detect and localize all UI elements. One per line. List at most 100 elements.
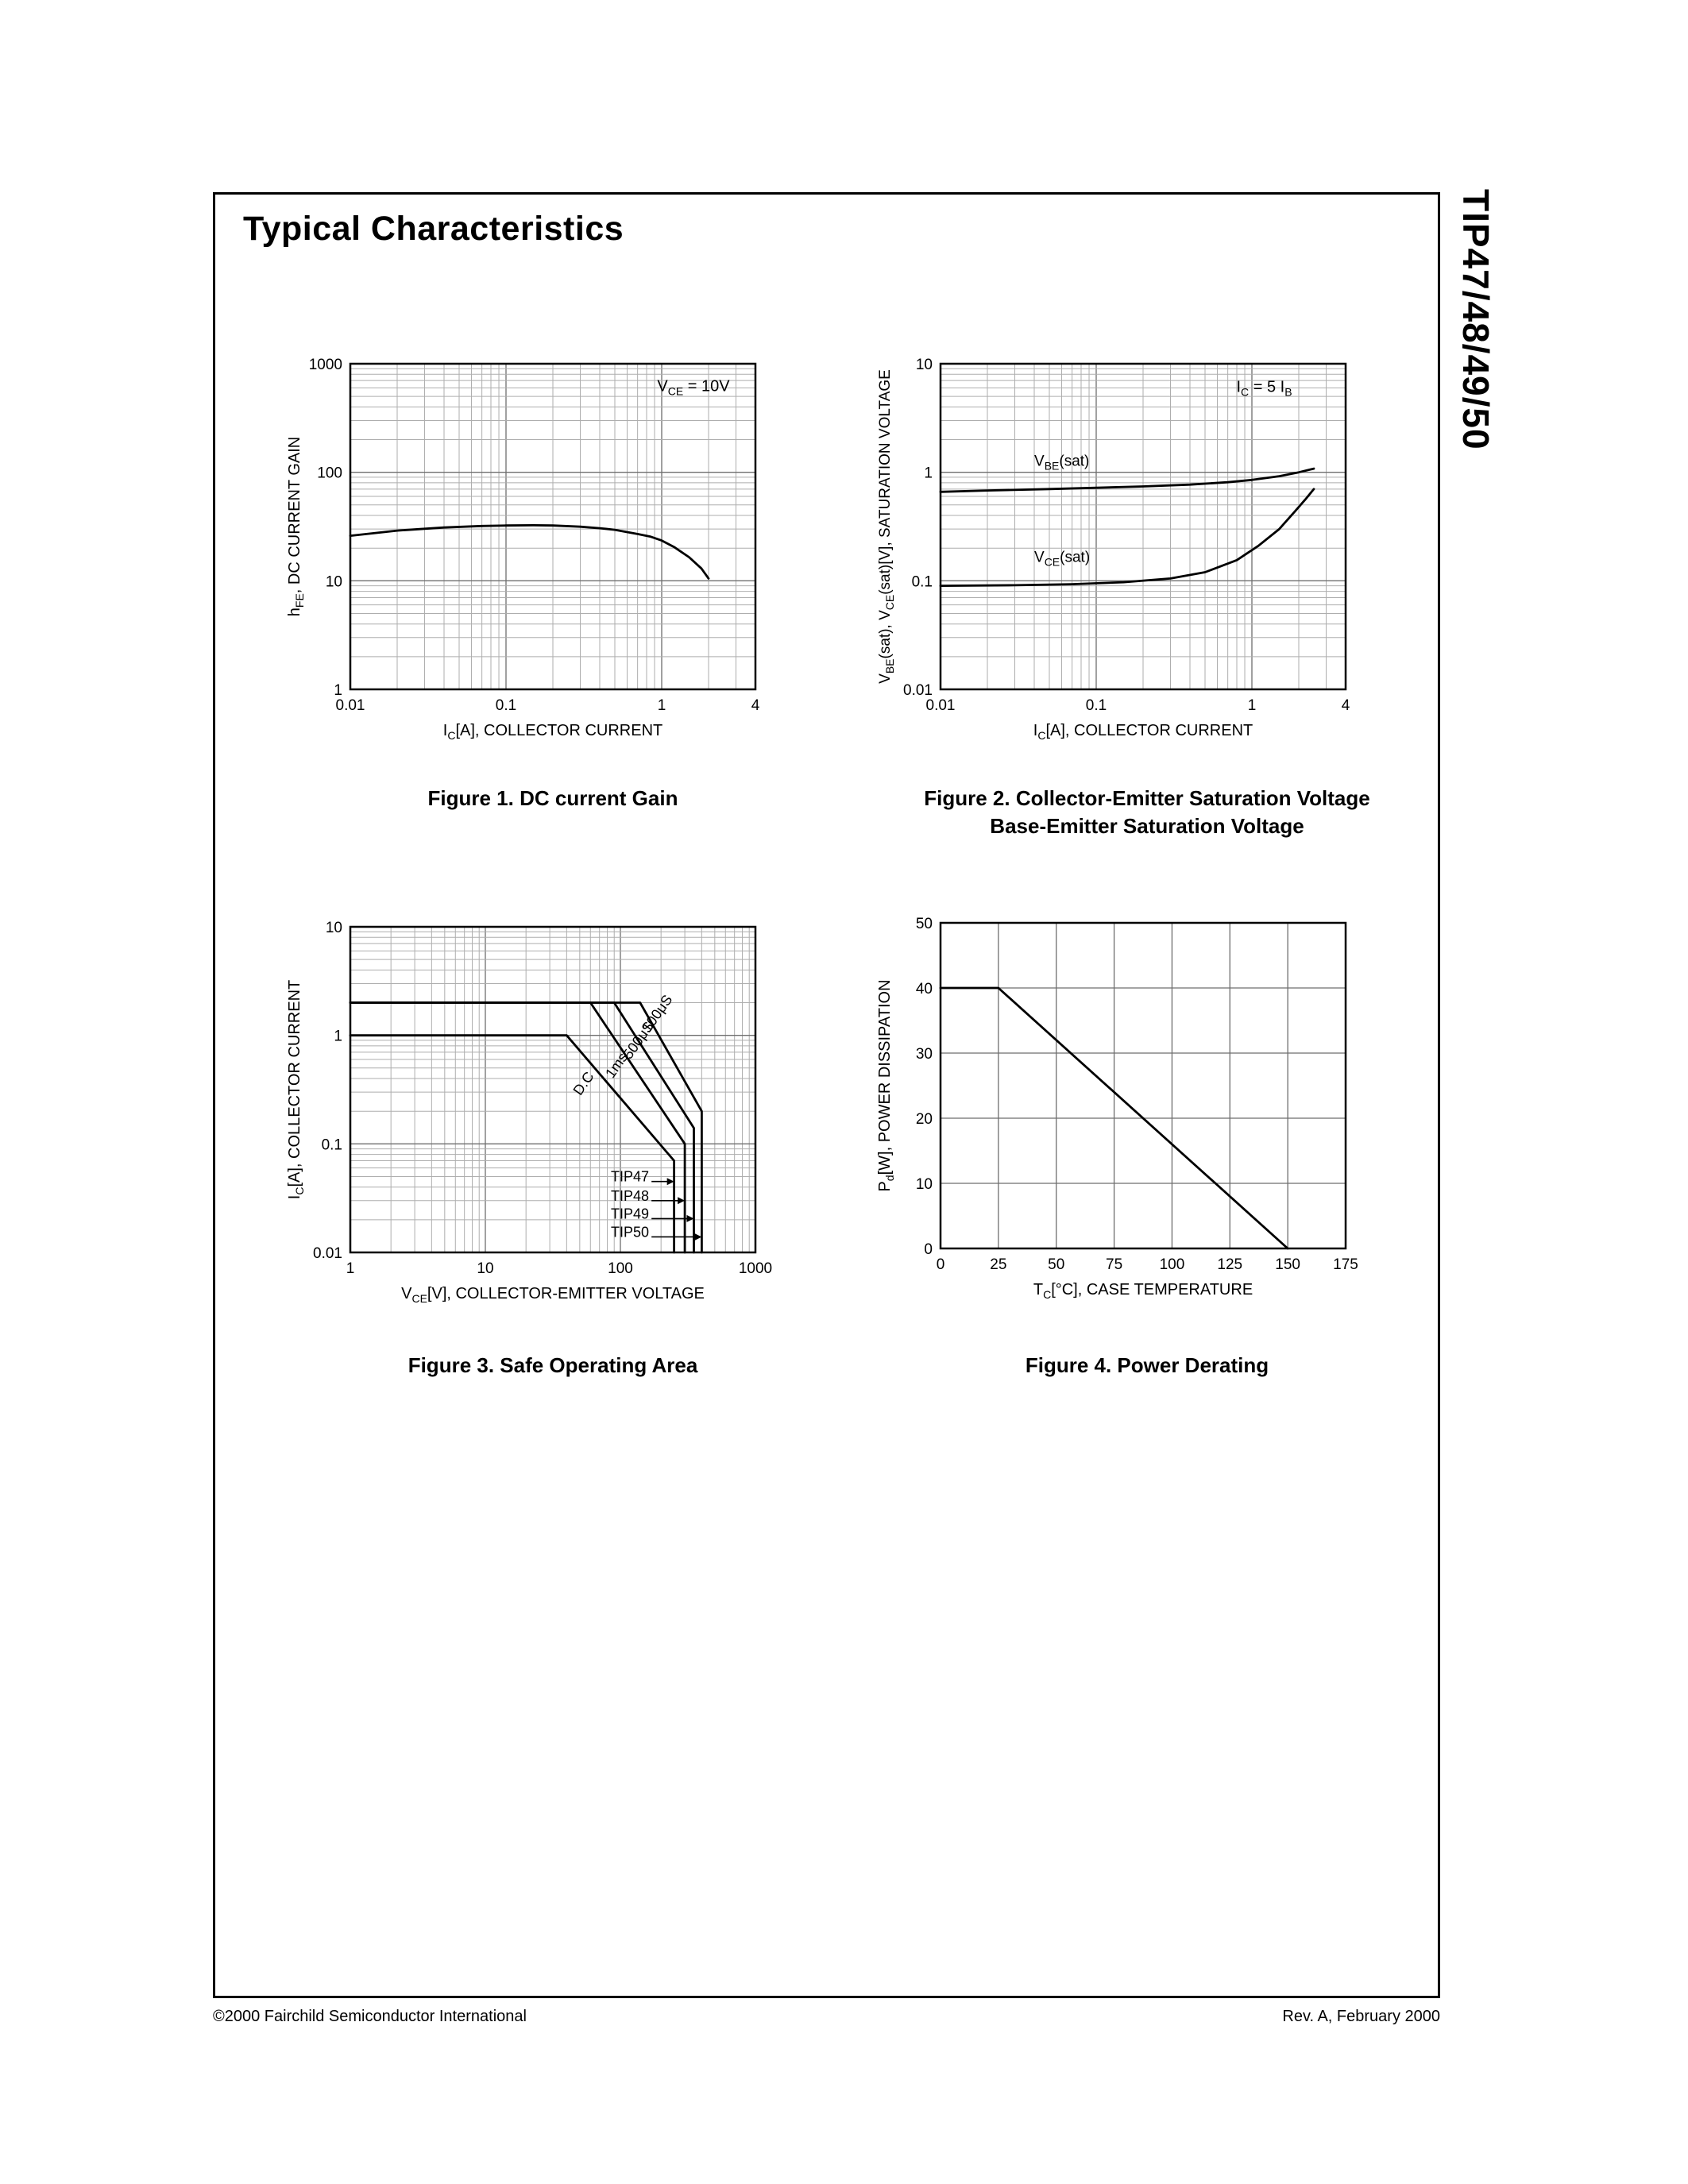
svg-text:10: 10 [916,357,933,373]
figure1-caption: Figure 1. DC current Gain [350,785,755,812]
svg-text:1: 1 [334,1028,342,1045]
caption-line: Figure 3. Safe Operating Area [408,1353,698,1377]
series-D.C [349,1034,675,1254]
series-hFE [349,523,710,580]
series-group [939,986,1289,1250]
grid [941,923,1346,1248]
caption-line: Figure 2. Collector-Emitter Saturation V… [924,786,1370,810]
svg-text:0.1: 0.1 [912,573,933,590]
svg-text:0.01: 0.01 [336,697,365,714]
figure3-caption: Figure 3. Safe Operating Area [350,1352,755,1379]
figure1: VCE = 10V 0.01 0.1 1 4 1 10 100 1000 IC[A], COLLE… [255,328,811,781]
plot-border [939,362,1347,691]
svg-text:1: 1 [658,697,666,714]
series-Pd derating [939,986,1289,1250]
caption-line: Base-Emitter Saturation Voltage [990,814,1304,838]
svg-text:0.1: 0.1 [496,697,516,714]
svg-text:20: 20 [916,1111,933,1128]
x-axis-label: IC[A], COLLECTOR CURRENT [443,722,662,742]
chart-annotation: IC = 5 IB [1236,378,1292,398]
series-1ms [349,1001,686,1254]
svg-text:10: 10 [477,1260,493,1277]
chart-annotation: TIP50 [611,1224,649,1240]
y-axis-label: IC[A], COLLECTOR CURRENT [286,980,306,1199]
svg-text:150: 150 [1275,1256,1300,1273]
svg-text:100: 100 [1160,1256,1185,1273]
axis-ticks: 0.01 0.1 1 4 1 10 100 1000 [309,357,760,714]
svg-text:1: 1 [1248,697,1257,714]
y-axis-label: hFE, DC CURRENT GAIN [286,437,306,616]
x-axis-label: TC[°C], CASE TEMPERATURE [1033,1281,1253,1301]
axis-ticks: 0 25 50 75 100 125 150 175 0 10 20 30 40 50 [916,916,1358,1273]
chart-annotation: TIP48 [611,1188,649,1204]
figure3: 100μS 500μS 1ms D.C TIP47 TIP48 TIP49 TIP50 1 10 1… [255,891,811,1344]
chart-annotation: D.C [570,1069,597,1098]
footer-copyright: ©2000 Fairchild Semiconductor Internatio… [213,2008,527,2025]
x-axis-label: IC[A], COLLECTOR CURRENT [1033,722,1253,742]
svg-text:10: 10 [916,1176,933,1193]
y-axis-label: VBE(sat), VCE(sat)[V], SATURATION VOLTAG… [877,369,896,684]
svg-text:10: 10 [326,573,342,590]
svg-text:10: 10 [326,920,342,936]
svg-text:0.01: 0.01 [313,1245,342,1262]
svg-text:1: 1 [346,1260,355,1277]
figure4-caption: Figure 4. Power Derating [917,1352,1377,1379]
svg-text:25: 25 [990,1256,1006,1273]
grid [350,364,755,689]
series-group [349,1001,703,1254]
footer-revision: Rev. A, February 2000 [1282,2008,1440,2025]
axis-ticks: 1 10 100 1000 0.01 0.1 1 10 [313,920,772,1277]
svg-text:0.01: 0.01 [926,697,956,714]
series-VCE(sat) [939,488,1315,588]
page-title: Typical Characteristics [243,210,624,248]
svg-text:1000: 1000 [739,1260,772,1277]
figure2: IC = 5 IB VBE(sat) VCE(sat) 0.01 0.1 1 4 0.01 0.… [845,328,1401,781]
y-axis-label: Pd[W], POWER DISSIPATION [876,979,896,1191]
plot-border [349,925,757,1254]
svg-text:100: 100 [608,1260,633,1277]
svg-text:1: 1 [924,465,933,482]
figure2-caption: Figure 2. Collector-Emitter Saturation V… [917,785,1377,840]
svg-text:100: 100 [317,465,342,482]
plot-border [349,362,757,691]
chart-annotation: VCE(sat) [1034,549,1090,568]
svg-text:30: 30 [916,1046,933,1063]
svg-text:125: 125 [1217,1256,1242,1273]
series-VBE(sat) [939,467,1315,493]
svg-text:0.1: 0.1 [1086,697,1107,714]
svg-text:0: 0 [937,1256,945,1273]
chart-annotation: VBE(sat) [1034,453,1089,472]
plot-border [939,921,1347,1250]
x-axis-label: VCE[V], COLLECTOR-EMITTER VOLTAGE [401,1285,705,1305]
chart-annotation: VCE = 10V [657,377,730,397]
svg-text:4: 4 [1342,697,1350,714]
chart-labels: VCE = 10V [657,377,730,397]
svg-text:4: 4 [751,697,760,714]
chart-labels: IC = 5 IB VBE(sat) VCE(sat) [1034,378,1292,568]
chart-annotation: TIP49 [611,1206,649,1221]
leader-arrows [651,1178,702,1241]
figure4-chart: 0 25 50 75 100 125 150 175 0 10 20 30 40 50 TC[°C], CA… [876,916,1358,1301]
grid [350,927,755,1252]
axis-ticks: 0.01 0.1 1 4 0.01 0.1 1 10 [903,357,1350,714]
chart-annotation: TIP47 [611,1169,649,1185]
caption-line: Figure 4. Power Derating [1025,1353,1269,1377]
svg-text:50: 50 [916,916,933,932]
svg-text:175: 175 [1333,1256,1358,1273]
svg-text:0.1: 0.1 [322,1136,342,1153]
figure1-chart: VCE = 10V 0.01 0.1 1 4 1 10 100 1000 IC[A], COLLE… [286,357,760,742]
svg-text:0.01: 0.01 [903,682,933,699]
figure4: 0 25 50 75 100 125 150 175 0 10 20 30 40 50 TC[°C], CA… [845,887,1401,1340]
series-group [349,523,710,580]
svg-text:0: 0 [924,1241,933,1258]
svg-text:1: 1 [334,682,342,699]
series-group [939,467,1315,588]
caption-line: Figure 1. DC current Gain [427,786,678,810]
svg-text:1000: 1000 [309,357,342,373]
content-frame [213,192,1440,1998]
svg-text:75: 75 [1106,1256,1122,1273]
